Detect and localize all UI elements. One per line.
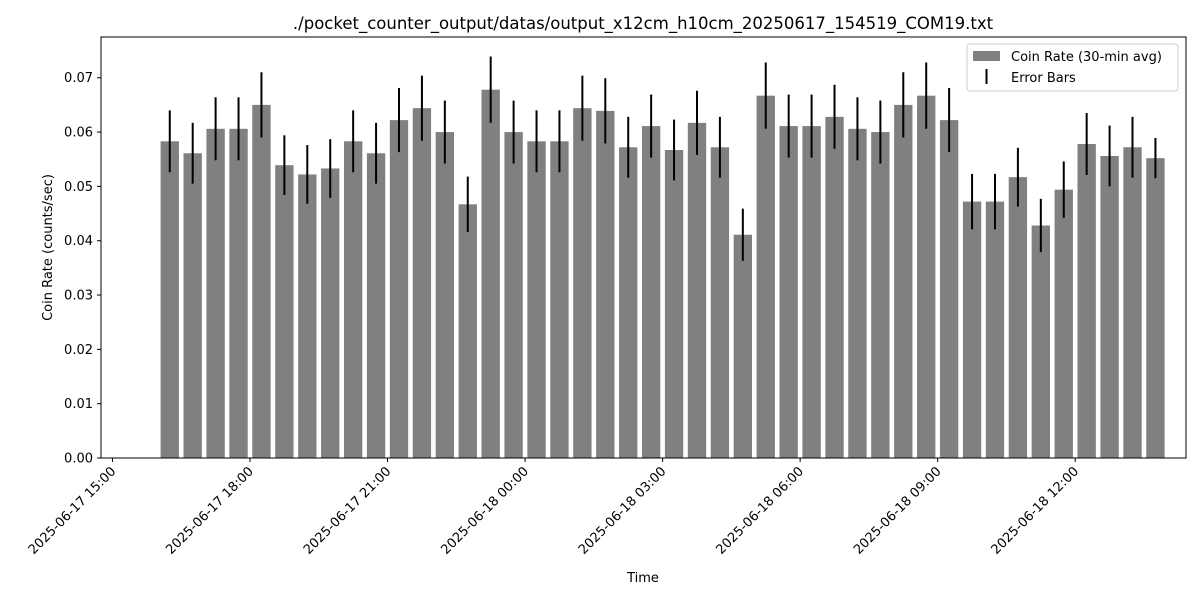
x-tick-label: 2025-06-18 03:00 xyxy=(576,464,669,557)
bar xyxy=(527,141,546,459)
y-axis-label: Coin Rate (counts/sec) xyxy=(41,174,56,321)
bar xyxy=(343,141,363,459)
bar xyxy=(321,168,340,458)
bar xyxy=(298,174,317,458)
x-tick-label: 2025-06-18 12:00 xyxy=(989,464,1082,557)
y-tick-label: 0.02 xyxy=(64,343,93,358)
bar xyxy=(1008,177,1028,458)
bar xyxy=(894,104,913,459)
x-tick-label: 2025-06-18 00:00 xyxy=(438,464,531,557)
bar xyxy=(458,204,477,458)
bar xyxy=(596,110,615,458)
bar xyxy=(664,149,684,459)
y-tick-label: 0.03 xyxy=(64,289,93,304)
legend-frame xyxy=(966,43,1179,92)
bar xyxy=(1123,147,1142,458)
error-bars-group xyxy=(168,56,1157,261)
plot-frame xyxy=(100,36,1187,459)
bar xyxy=(1100,155,1119,458)
bar xyxy=(504,132,523,458)
bar xyxy=(183,153,202,458)
x-tick-label: 2025-06-17 15:00 xyxy=(26,464,119,557)
y-tick-label: 0.04 xyxy=(64,234,93,249)
bar xyxy=(848,128,867,458)
y-tick-label: 0.05 xyxy=(64,180,93,195)
bar xyxy=(366,153,386,458)
legend-label-errorbar: Error Bars xyxy=(1011,71,1076,86)
x-axis-ticks: 2025-06-17 15:00 2025-06-17 18:00 2025-06-… xyxy=(26,458,1082,558)
bar xyxy=(710,147,730,458)
bar xyxy=(160,141,179,459)
bar xyxy=(733,234,752,458)
bar xyxy=(229,128,248,458)
y-tick-label: 0.01 xyxy=(64,397,93,412)
bar xyxy=(756,95,775,459)
legend-swatch-bar xyxy=(973,51,1000,61)
bar xyxy=(275,165,294,458)
x-tick-label: 2025-06-18 06:00 xyxy=(714,464,807,557)
chart-title: ./pocket_counter_output/datas/output_x12… xyxy=(293,14,994,34)
x-tick-label: 2025-06-17 18:00 xyxy=(163,464,256,557)
bar xyxy=(412,108,432,458)
y-tick-label: 0.00 xyxy=(64,452,93,467)
legend: Coin Rate (30-min avg) Error Bars xyxy=(966,43,1179,92)
bars-group xyxy=(160,89,1165,459)
bar xyxy=(641,126,661,458)
bar xyxy=(1146,158,1165,458)
bar xyxy=(962,201,982,458)
bar xyxy=(687,122,707,458)
bar xyxy=(825,116,844,458)
bar xyxy=(917,95,936,459)
bar xyxy=(779,126,798,458)
bar xyxy=(435,132,455,458)
bar xyxy=(389,120,409,459)
bar xyxy=(206,128,225,458)
bar xyxy=(985,201,1005,458)
y-axis-ticks: 0.00 0.01 0.02 0.03 0.04 0.05 0.06 0.07 xyxy=(64,71,101,467)
bar xyxy=(871,132,890,458)
bar xyxy=(481,89,500,458)
bar xyxy=(1031,225,1050,458)
bar xyxy=(802,126,821,458)
legend-label-bar: Coin Rate (30-min avg) xyxy=(1011,50,1162,65)
x-axis-label: Time xyxy=(626,571,659,586)
bar xyxy=(573,108,592,458)
bar xyxy=(1054,189,1073,458)
bar xyxy=(1077,144,1096,458)
bar xyxy=(252,104,271,459)
bar xyxy=(939,120,959,459)
y-tick-label: 0.06 xyxy=(64,126,93,141)
x-tick-label: 2025-06-18 09:00 xyxy=(851,464,944,557)
x-tick-label: 2025-06-17 21:00 xyxy=(301,464,394,557)
y-tick-label: 0.07 xyxy=(64,71,93,86)
bar xyxy=(619,147,638,458)
bar xyxy=(550,141,569,459)
